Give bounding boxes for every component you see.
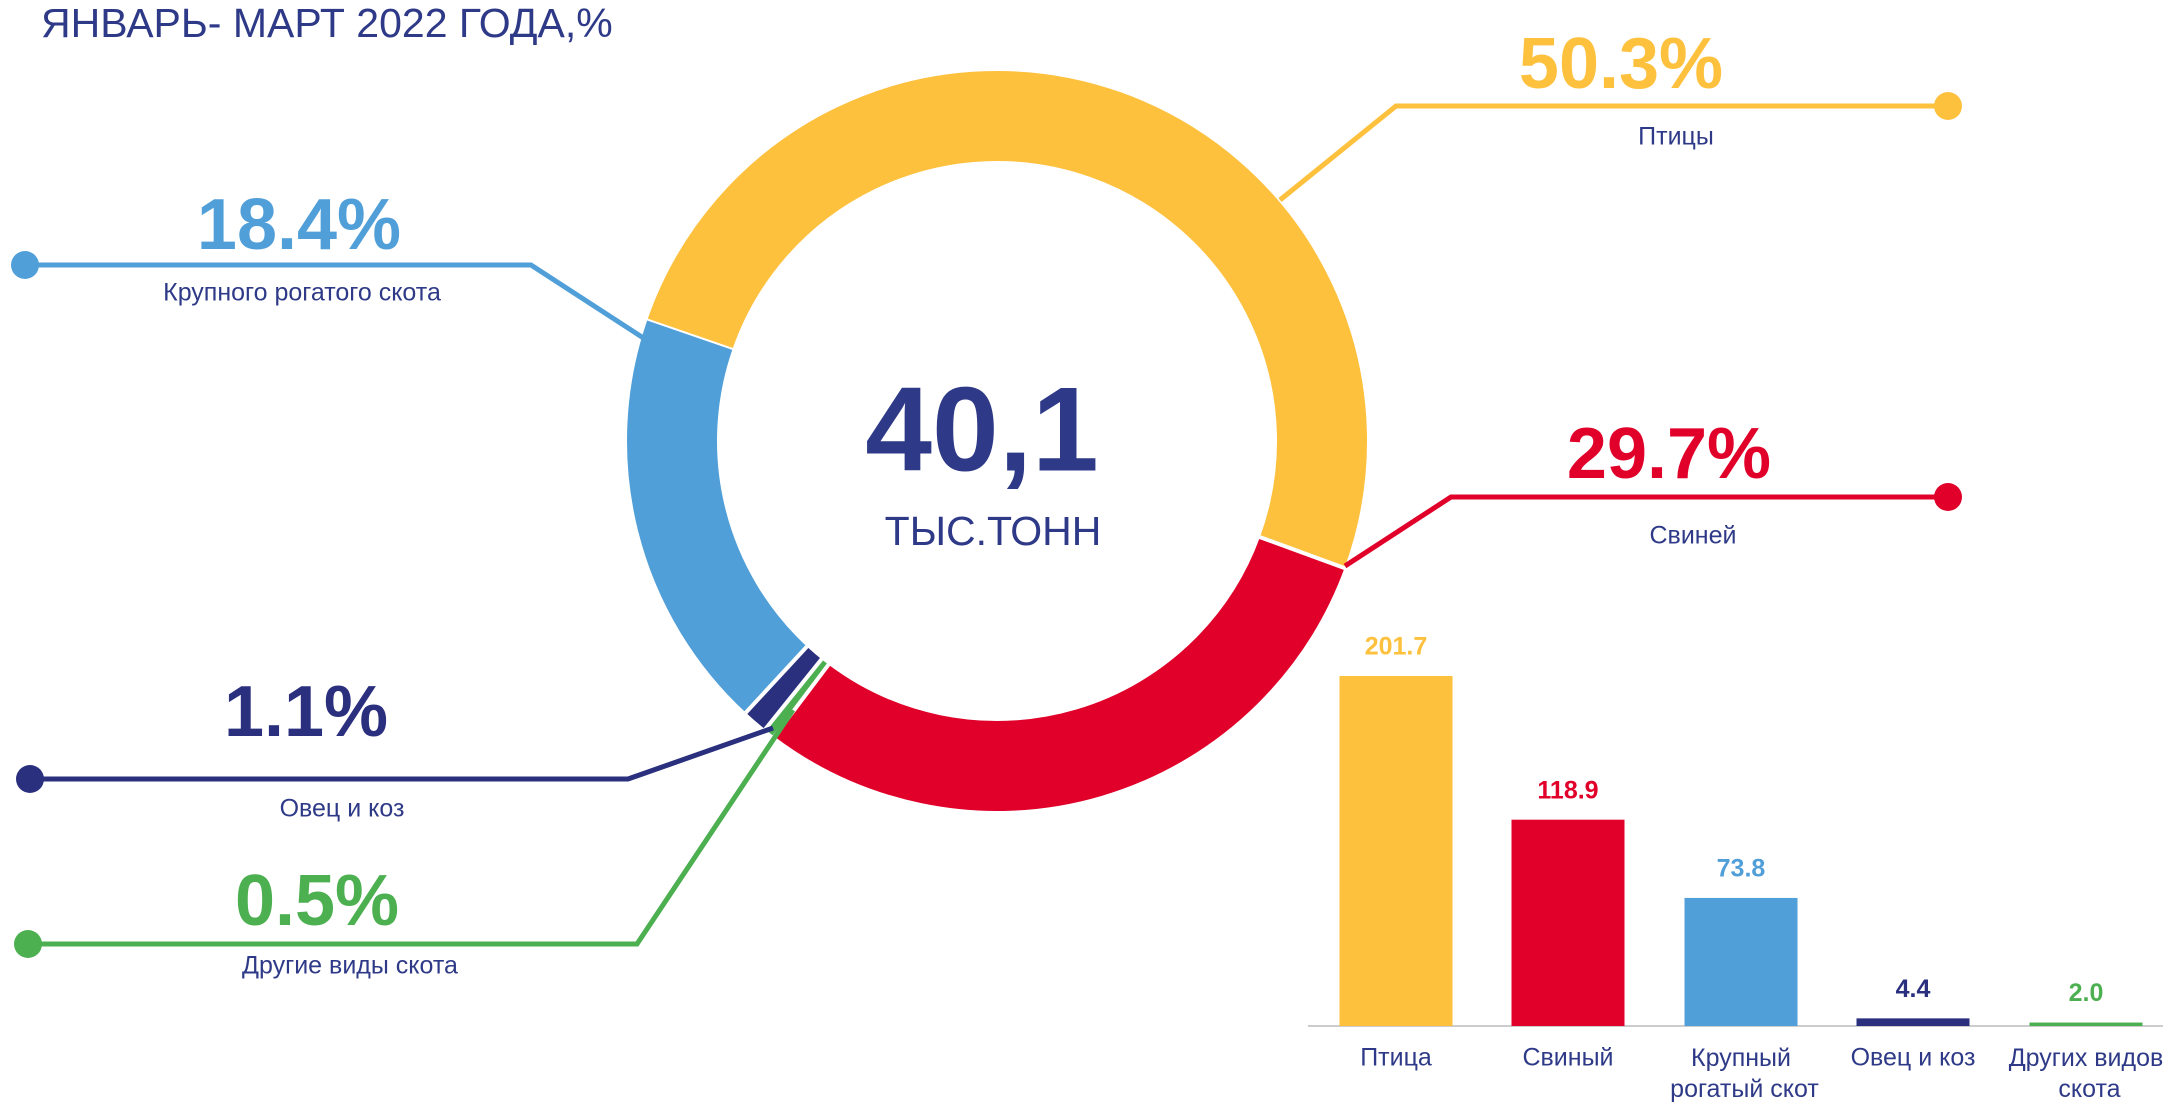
- category-label: Крупного рогатого скота: [163, 279, 441, 307]
- x-tick-label: Свиный: [1522, 1044, 1613, 1072]
- leader-dot: [1934, 92, 1962, 120]
- slice-separator: [742, 643, 810, 716]
- center-value: 40,1: [865, 363, 1099, 497]
- category-label: Овец и коз: [280, 795, 405, 823]
- x-tick-label: Овец и коз: [1851, 1044, 1976, 1072]
- donut-slice: [647, 70, 1368, 568]
- x-tick-label: Крупный рогатый скот: [1663, 1044, 1819, 1102]
- leader-line: [25, 262, 650, 344]
- bar: [1856, 1018, 1970, 1026]
- leader-dot: [14, 930, 42, 958]
- slice-separator: [762, 656, 825, 733]
- bar: [1684, 897, 1798, 1026]
- bar: [1511, 819, 1625, 1026]
- percent-label: 50.3%: [1519, 24, 1723, 104]
- leader-dot: [16, 765, 44, 793]
- chart-title: ЯНВАРЬ- МАРТ 2022 ГОДА,%: [41, 0, 613, 46]
- category-label: Другие виды скота: [242, 952, 458, 980]
- percent-label: 0.5%: [235, 861, 399, 941]
- donut-slice: [774, 536, 1345, 811]
- leader-line: [30, 725, 774, 782]
- leader-line: [1278, 103, 1948, 202]
- value-label: 2.0: [2069, 979, 2104, 1007]
- value-label: 73.8: [1717, 855, 1766, 883]
- slice-separator: [1257, 534, 1348, 571]
- value-label: 118.9: [1537, 776, 1598, 804]
- percent-label: 29.7%: [1567, 414, 1771, 494]
- x-tick-label: Других видов скота: [2009, 1044, 2163, 1102]
- leader-line: [1343, 494, 1948, 569]
- value-label: 201.7: [1365, 633, 1428, 661]
- value-label: 4.4: [1896, 975, 1931, 1003]
- bar: [2029, 1022, 2143, 1026]
- percent-label: 1.1%: [224, 672, 388, 752]
- donut-slice: [745, 646, 822, 730]
- leader-dot: [11, 251, 39, 279]
- leader-line: [28, 708, 796, 947]
- percent-label: 18.4%: [197, 185, 401, 265]
- category-label: Птицы: [1638, 123, 1714, 151]
- category-label: Свиней: [1650, 522, 1737, 550]
- donut-slice: [627, 320, 808, 713]
- leader-dot: [1934, 483, 1962, 511]
- x-tick-label: Птица: [1360, 1044, 1432, 1072]
- center-label: ТЫС.ТОНН: [885, 508, 1102, 554]
- bar: [1339, 676, 1453, 1026]
